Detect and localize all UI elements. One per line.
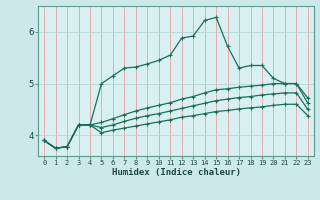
X-axis label: Humidex (Indice chaleur): Humidex (Indice chaleur) — [111, 168, 241, 177]
